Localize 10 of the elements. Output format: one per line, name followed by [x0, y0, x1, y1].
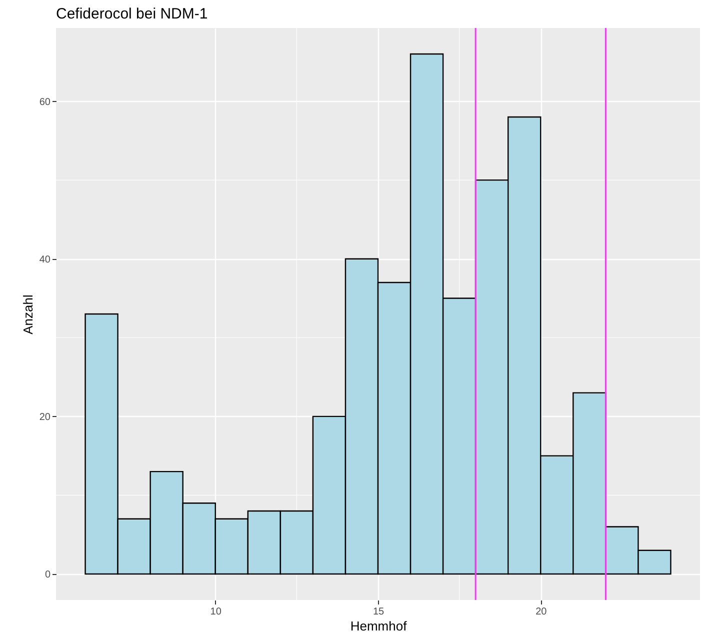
chart-title: Cefiderocol bei NDM-1 — [56, 5, 208, 22]
x-axis-title: Hemmhof — [350, 618, 408, 632]
y-axis-title: Anzahl — [20, 294, 36, 334]
y-tick-label: 0 — [44, 570, 51, 580]
x-tick-label: 10 — [210, 606, 222, 618]
y-tick-label: 20 — [39, 412, 51, 423]
x-tick-label: 20 — [536, 606, 548, 618]
y-tick-label: 40 — [39, 254, 51, 266]
x-tick-label: 15 — [372, 606, 384, 618]
y-tick-label: 60 — [39, 96, 51, 108]
